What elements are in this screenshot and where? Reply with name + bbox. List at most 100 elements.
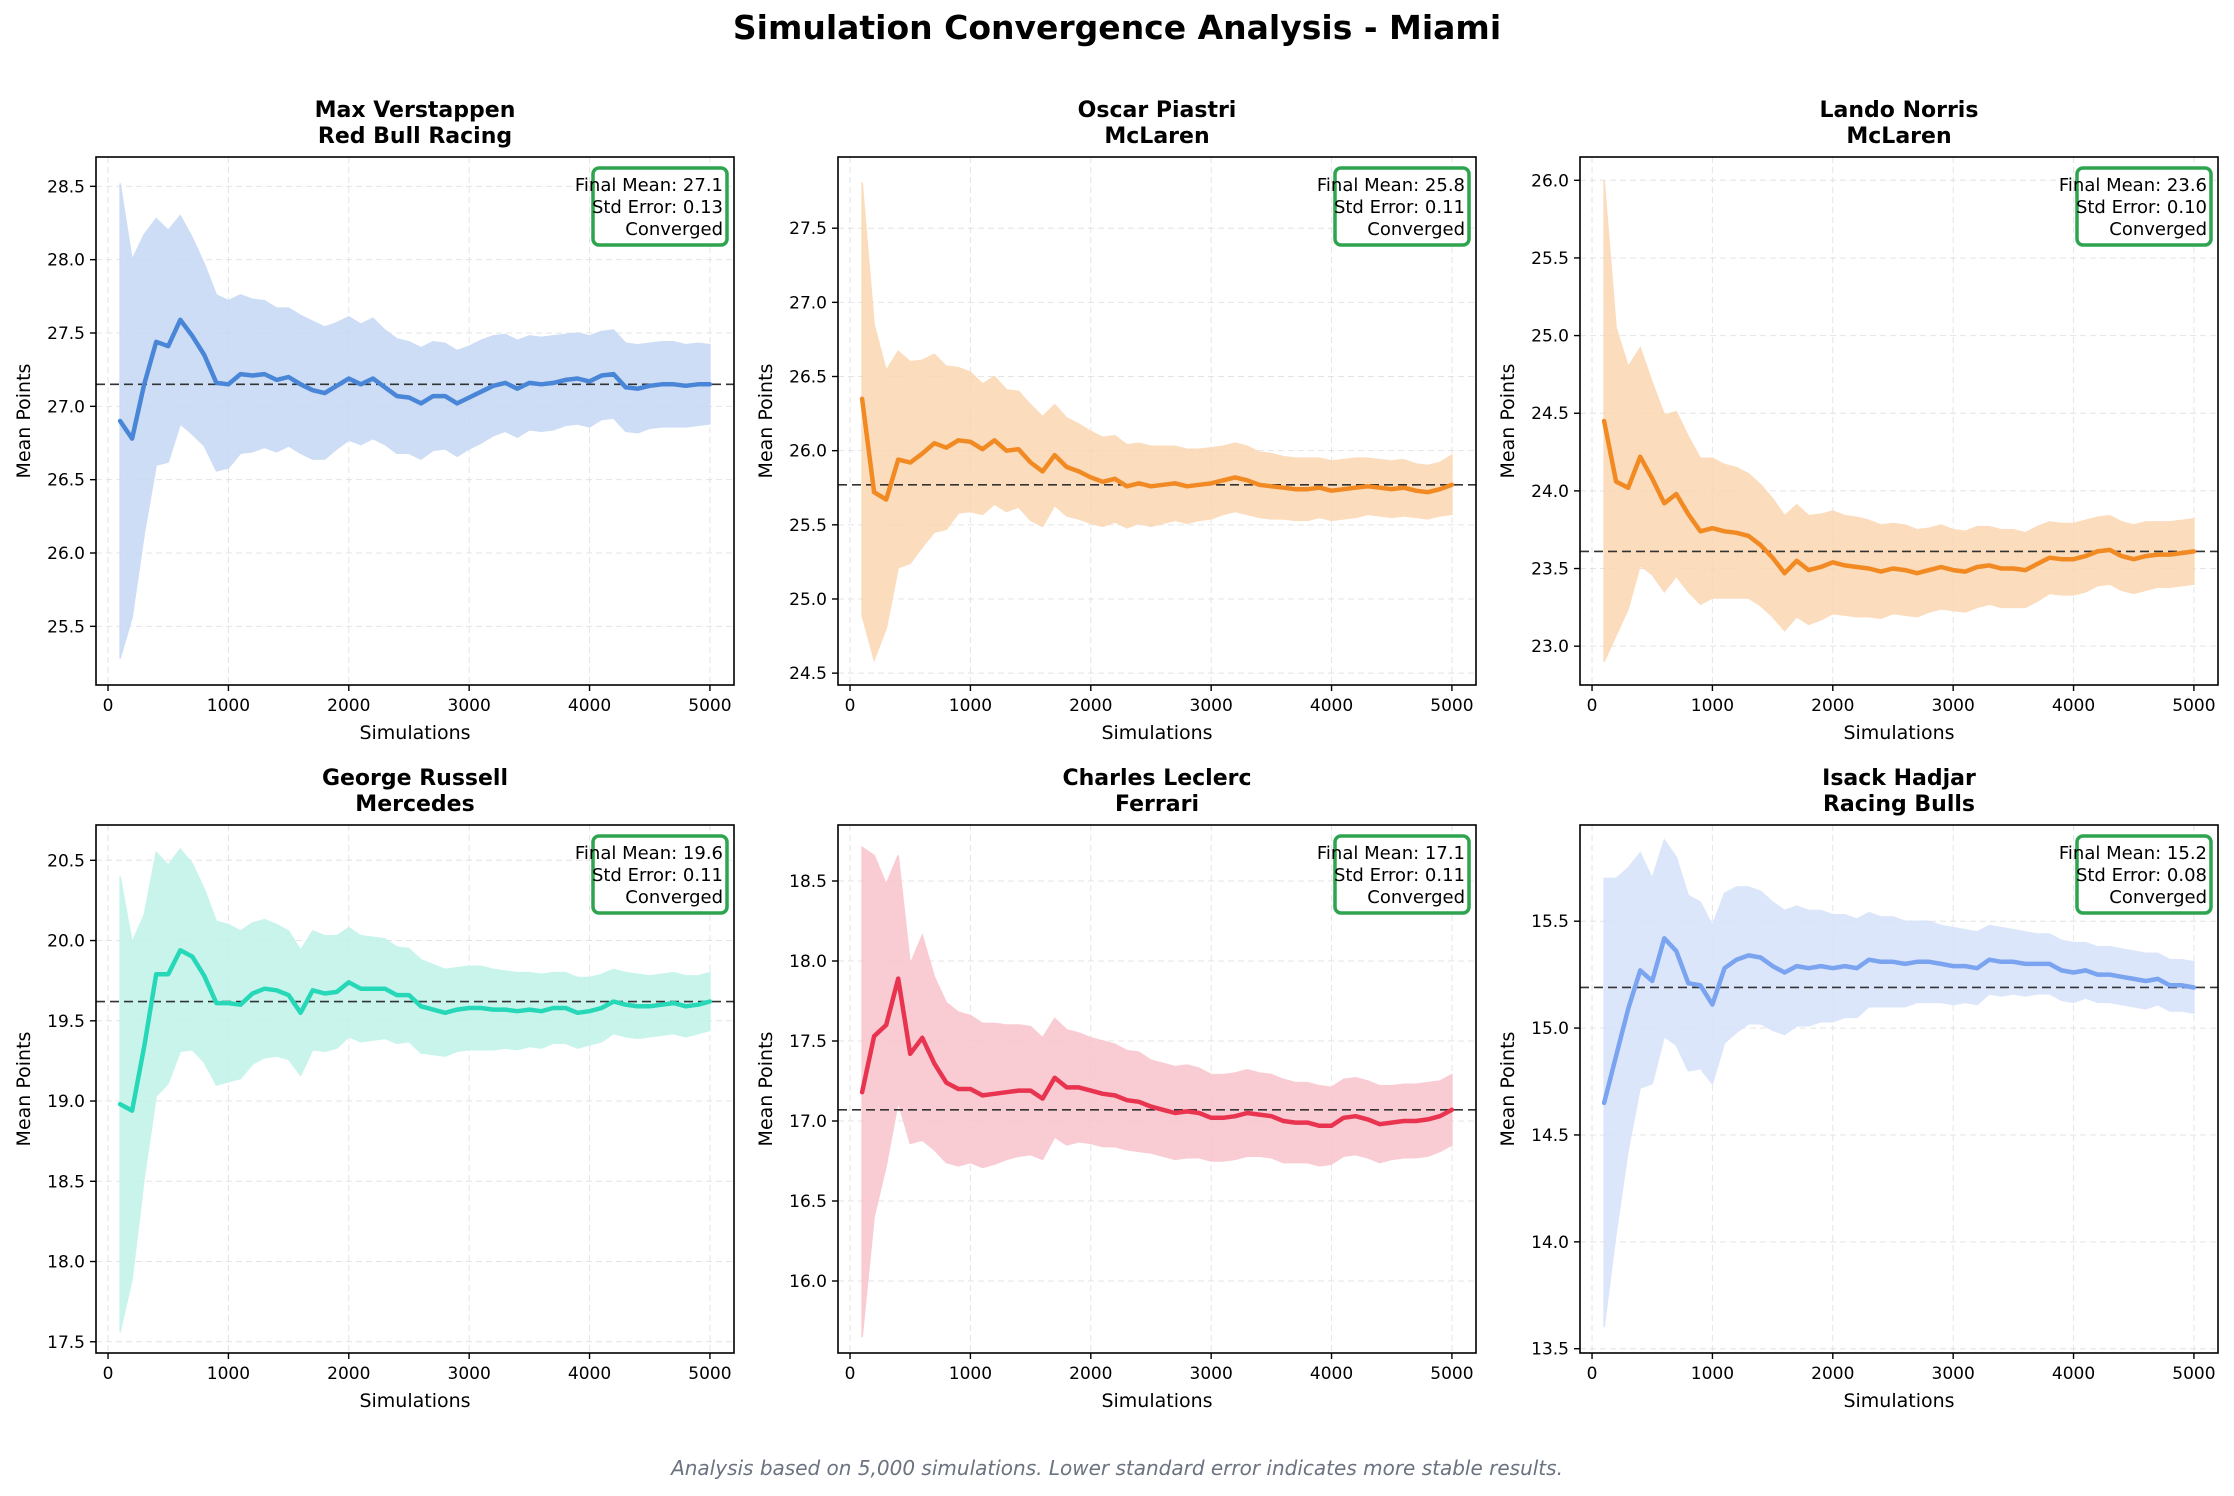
y-tick-label: 23.0 bbox=[1531, 637, 1569, 657]
y-tick-label: 16.0 bbox=[789, 1272, 827, 1292]
annotation-box bbox=[591, 166, 729, 247]
y-tick-label: 19.5 bbox=[47, 1012, 85, 1032]
annotation-box bbox=[591, 834, 729, 915]
confidence-band bbox=[1603, 180, 2195, 663]
x-tick-label: 3000 bbox=[1932, 1364, 1975, 1384]
convergence-status-text: Converged bbox=[2109, 219, 2207, 240]
mean-points-line bbox=[859, 976, 1455, 1129]
y-axis-label: Mean Points bbox=[755, 364, 777, 479]
chart-panel-5: 0 1000 2000 3000 4000 5000 16.0 16.5 17.0 17.5 18.… bbox=[755, 766, 1477, 1412]
axes-frame bbox=[95, 156, 735, 686]
confidence-band bbox=[119, 847, 711, 1333]
y-tick-label: 26.5 bbox=[789, 368, 827, 388]
panel-title-team: Mercedes bbox=[355, 792, 474, 817]
y-tick-label: 20.5 bbox=[47, 851, 85, 871]
y-tick-label: 27.0 bbox=[47, 397, 85, 417]
x-tick-label: 1000 bbox=[1691, 1364, 1734, 1384]
mean-points-line bbox=[859, 396, 1455, 502]
x-tick-label: 5000 bbox=[2172, 696, 2215, 716]
x-axis-label: Simulations bbox=[1101, 1390, 1212, 1412]
y-tick-label: 26.0 bbox=[47, 544, 85, 564]
final-mean-text: Final Mean: 25.8 bbox=[1317, 175, 1465, 196]
y-tick-label: 14.0 bbox=[1531, 1233, 1569, 1253]
x-tick-label: 5000 bbox=[2172, 1364, 2215, 1384]
panel-title-driver: Lando Norris bbox=[1820, 98, 1979, 123]
y-tick-label: 27.5 bbox=[47, 324, 85, 344]
y-tick-label: 26.0 bbox=[1531, 171, 1569, 191]
final-mean-text: Final Mean: 23.6 bbox=[2059, 175, 2207, 196]
x-tick-label: 4000 bbox=[1310, 696, 1353, 716]
x-tick-label: 4000 bbox=[568, 696, 611, 716]
confidence-band bbox=[861, 182, 1453, 663]
chart-panel-1: 0 1000 2000 3000 4000 5000 25.5 26.0 26.5 27.0 27.… bbox=[13, 98, 735, 744]
y-tick-label: 25.0 bbox=[789, 590, 827, 610]
x-tick-label: 2000 bbox=[327, 1364, 370, 1384]
x-axis-label: Simulations bbox=[359, 1390, 470, 1412]
axes-frame bbox=[837, 824, 1477, 1354]
chart-panel-3: 0 1000 2000 3000 4000 5000 23.0 23.5 24.0 24.5 25.… bbox=[1497, 98, 2219, 744]
x-tick-label: 0 bbox=[845, 1364, 856, 1384]
x-tick-label: 1000 bbox=[949, 696, 992, 716]
std-error-text: Std Error: 0.11 bbox=[592, 865, 723, 886]
axes-frame bbox=[95, 824, 735, 1354]
x-tick-label: 5000 bbox=[688, 1364, 731, 1384]
annotation-box bbox=[2075, 834, 2213, 915]
x-tick-label: 3000 bbox=[1190, 1364, 1233, 1384]
panel-title-driver: Oscar Piastri bbox=[1078, 98, 1237, 123]
x-tick-label: 2000 bbox=[327, 696, 370, 716]
x-tick-label: 5000 bbox=[1430, 696, 1473, 716]
y-axis-label: Mean Points bbox=[13, 1032, 35, 1147]
y-tick-label: 17.5 bbox=[47, 1333, 85, 1353]
x-tick-label: 2000 bbox=[1069, 696, 1112, 716]
y-tick-label: 19.0 bbox=[47, 1092, 85, 1112]
x-axis-label: Simulations bbox=[359, 722, 470, 744]
y-tick-label: 14.5 bbox=[1531, 1126, 1569, 1146]
x-axis-label: Simulations bbox=[1843, 1390, 1954, 1412]
x-tick-label: 1000 bbox=[207, 1364, 250, 1384]
std-error-text: Std Error: 0.11 bbox=[1334, 865, 1465, 886]
panel-title-team: Ferrari bbox=[1115, 792, 1199, 817]
y-tick-label: 18.5 bbox=[47, 1172, 85, 1192]
panel-title-driver: George Russell bbox=[322, 766, 508, 791]
x-tick-label: 3000 bbox=[448, 696, 491, 716]
chart-panel-4: 0 1000 2000 3000 4000 5000 17.5 18.0 18.5 19.0 19.… bbox=[13, 766, 735, 1412]
axes-frame bbox=[1579, 824, 2219, 1354]
axes-frame bbox=[837, 156, 1477, 686]
convergence-status-text: Converged bbox=[2109, 887, 2207, 908]
x-tick-label: 1000 bbox=[1691, 696, 1734, 716]
annotation-box bbox=[2075, 166, 2213, 247]
y-tick-label: 28.5 bbox=[47, 177, 85, 197]
x-tick-label: 1000 bbox=[949, 1364, 992, 1384]
x-tick-label: 4000 bbox=[1310, 1364, 1353, 1384]
confidence-band bbox=[861, 845, 1453, 1338]
axes-frame bbox=[1579, 156, 2219, 686]
y-tick-label: 17.0 bbox=[789, 1112, 827, 1132]
y-tick-label: 26.0 bbox=[789, 442, 827, 462]
x-tick-label: 4000 bbox=[568, 1364, 611, 1384]
x-tick-label: 3000 bbox=[448, 1364, 491, 1384]
y-tick-label: 27.5 bbox=[789, 219, 827, 239]
panel-title-team: McLaren bbox=[1846, 124, 1951, 149]
annotation-box bbox=[1333, 166, 1471, 247]
y-tick-label: 25.5 bbox=[47, 617, 85, 637]
y-tick-label: 15.0 bbox=[1531, 1019, 1569, 1039]
y-tick-label: 23.5 bbox=[1531, 560, 1569, 580]
y-tick-label: 18.5 bbox=[789, 872, 827, 892]
confidence-band bbox=[119, 183, 711, 659]
annotation-box bbox=[1333, 834, 1471, 915]
convergence-status-text: Converged bbox=[625, 219, 723, 240]
panel-title-driver: Max Verstappen bbox=[315, 98, 516, 123]
panel-title-team: McLaren bbox=[1104, 124, 1209, 149]
y-tick-label: 15.5 bbox=[1531, 912, 1569, 932]
x-tick-label: 5000 bbox=[1430, 1364, 1473, 1384]
mean-points-line bbox=[1601, 936, 2197, 1106]
x-axis-label: Simulations bbox=[1101, 722, 1212, 744]
convergence-status-text: Converged bbox=[1367, 219, 1465, 240]
y-axis-label: Mean Points bbox=[13, 364, 35, 479]
y-tick-label: 25.5 bbox=[1531, 249, 1569, 269]
